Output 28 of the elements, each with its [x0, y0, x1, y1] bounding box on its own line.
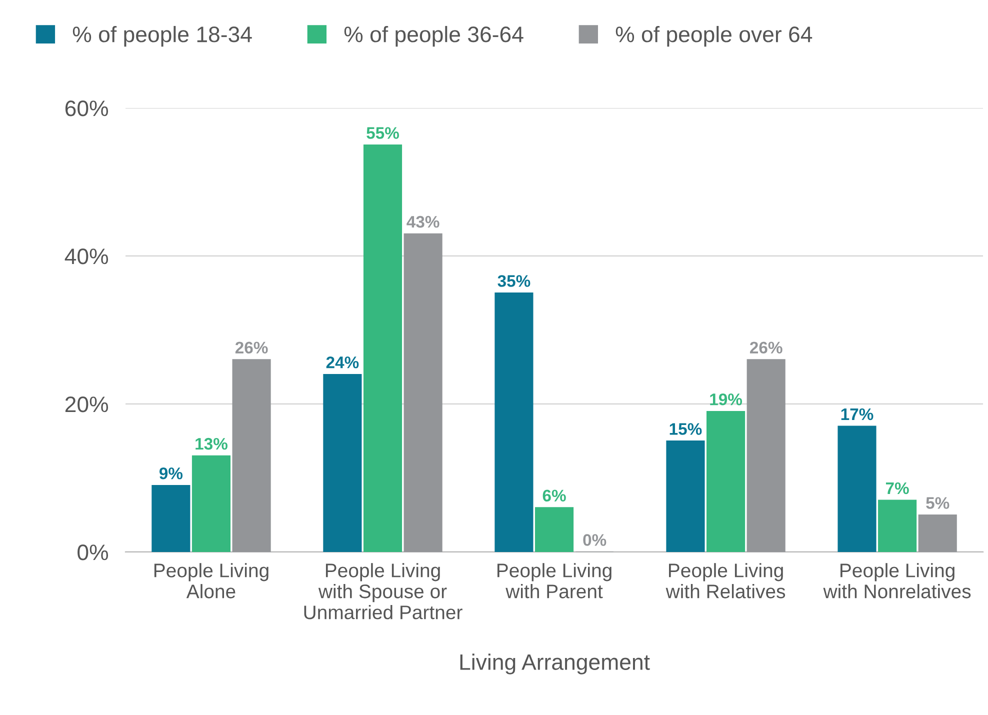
data-label: 43% — [406, 216, 440, 228]
x-tick-label: People Living with Parent — [497, 563, 612, 598]
x-tick-label: People Living Alone — [154, 563, 268, 598]
data-label: 55% — [366, 127, 399, 139]
data-label: 13% — [196, 438, 228, 450]
data-label: 17% — [841, 408, 874, 420]
y-tick-label: 40% — [64, 248, 108, 264]
data-label: 35% — [498, 275, 530, 287]
data-label: 6% — [542, 490, 566, 502]
data-label: 15% — [670, 423, 702, 435]
y-tick-label: 0% — [78, 544, 108, 560]
legend-label: % of people 36-64 — [344, 26, 524, 47]
y-tick-label: 20% — [65, 396, 108, 412]
data-label: 19% — [710, 394, 742, 406]
data-label: 26% — [235, 342, 268, 354]
x-tick-label: People Living with Relatives — [666, 563, 786, 598]
data-label: 26% — [750, 342, 782, 354]
data-label: 24% — [326, 356, 359, 368]
legend-label: % of people 18-34 — [72, 26, 252, 47]
x-tick-label: People Living with Spouse or Unmarried Partner — [304, 563, 462, 620]
data-label: 0% — [583, 534, 606, 546]
legend-label: % of people over 64 — [616, 26, 812, 47]
data-label: 5% — [926, 497, 950, 509]
x-tick-label: People Living with Nonrelatives — [823, 563, 971, 598]
data-label: 7% — [886, 482, 909, 494]
x-axis-title: Living Arrangement — [460, 654, 650, 674]
y-tick-label: 60% — [65, 100, 108, 116]
data-label: 9% — [159, 468, 183, 480]
